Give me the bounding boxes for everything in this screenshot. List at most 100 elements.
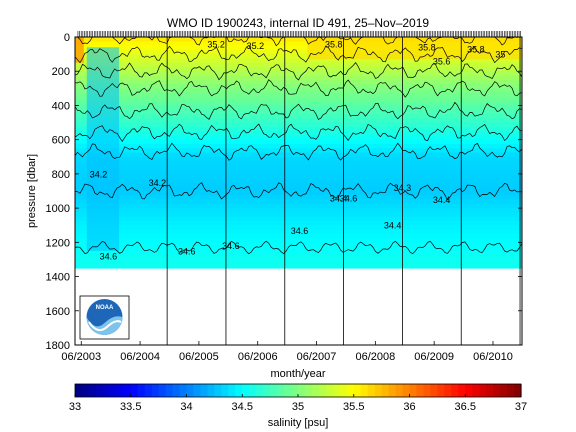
salinity-band — [75, 182, 522, 188]
profile-ticks — [77, 31, 521, 37]
y-tick-label: 400 — [52, 100, 70, 112]
colorbar-segment — [256, 384, 264, 397]
x-tick-label: 06/2008 — [355, 351, 395, 363]
x-tick-label: 06/2004 — [120, 351, 160, 363]
colorbar-tick-label: 34.5 — [232, 401, 253, 413]
contour-line — [75, 101, 522, 120]
contour-label: 35.8 — [325, 39, 343, 49]
salinity-band — [75, 148, 522, 154]
salinity-band — [75, 84, 522, 89]
salinity-field — [75, 37, 522, 269]
x-tick-label: 06/2007 — [297, 351, 337, 363]
colorbar-segment — [81, 384, 90, 397]
salinity-band — [75, 101, 522, 107]
salinity-band — [75, 62, 522, 68]
y-axis: 0 200 400 600 800 1000 1200 1400 1600 1800 — [46, 32, 522, 352]
salinity-band — [75, 229, 522, 235]
colorbar-segment — [249, 384, 257, 397]
colorbar-segment — [437, 384, 445, 397]
salinity-band — [75, 126, 522, 132]
salinity-band — [75, 242, 522, 248]
colorbar-segment — [514, 384, 522, 397]
salinity-band — [75, 225, 522, 231]
contour-line — [75, 182, 522, 201]
contour-label: 34.2 — [149, 178, 167, 188]
salinity-band — [75, 259, 522, 265]
y-tick-label: 1000 — [46, 203, 70, 215]
contour-labels: 34.234.234.634.634.634.634.434.434.634.3… — [90, 39, 506, 261]
salinity-band — [86, 47, 120, 251]
colorbar-segment — [277, 384, 285, 397]
colorbar-segment — [263, 384, 271, 397]
contour-line — [75, 142, 522, 161]
salinity-band — [75, 143, 522, 149]
x-tick-label: 06/2005 — [179, 351, 219, 363]
salinity-band — [75, 105, 522, 111]
colorbar-segment — [151, 384, 160, 397]
y-tick-label: 1600 — [46, 306, 70, 318]
contour-label: 35.2 — [247, 41, 265, 51]
salinity-band — [75, 88, 522, 94]
salinity-band — [75, 41, 522, 47]
x-axis: 06/2003 06/2004 06/2005 06/2006 06/2007 06/20… — [61, 341, 513, 363]
y-tick-label: 600 — [52, 135, 70, 147]
colorbar-segment — [479, 384, 487, 397]
salinity-band — [75, 178, 522, 184]
contour-label: 34.6 — [291, 226, 309, 236]
contour-label: 34.4 — [330, 193, 348, 203]
noaa-logo: NOAA — [79, 295, 130, 340]
contour-line — [75, 44, 522, 64]
contour-line — [75, 240, 522, 255]
colorbar-tick-label: 34 — [180, 401, 192, 413]
colorbar-segment — [137, 384, 146, 397]
colorbar-segment — [75, 384, 83, 397]
x-tick-label: 06/2006 — [238, 351, 278, 363]
salinity-band — [75, 161, 522, 166]
colorbar-segment — [500, 384, 508, 397]
colorbar-segment — [130, 384, 139, 397]
salinity-band — [75, 195, 522, 201]
salinity-band — [75, 208, 522, 213]
x-axis-label: month/year — [270, 368, 325, 380]
salinity-band — [75, 186, 522, 192]
salinity-band — [75, 71, 522, 77]
salinity-band — [75, 49, 522, 55]
salinity-band — [75, 191, 522, 196]
x-tick-label: 06/2003 — [61, 351, 101, 363]
salinity-band — [75, 37, 84, 63]
colorbar-segment — [381, 384, 390, 397]
salinity-band — [75, 238, 522, 243]
contour-label: 34.6 — [222, 241, 240, 251]
plot-frame — [74, 36, 523, 346]
contour-line — [75, 37, 522, 47]
colorbar-segment — [360, 384, 369, 397]
colorbar-segment — [298, 384, 306, 397]
colorbar-segment — [325, 384, 334, 397]
contour-label: 35.8 — [418, 43, 436, 53]
contour-label: 34.4 — [433, 195, 451, 205]
colorbar-segment — [193, 384, 202, 397]
salinity-band — [75, 54, 522, 59]
colorbar-segment — [451, 384, 459, 397]
contour-label: 35.2 — [207, 39, 225, 49]
salinity-band — [75, 139, 522, 145]
colorbar-segment — [116, 384, 125, 397]
colorbar-tick-label: 37 — [515, 401, 527, 413]
colorbar-segment — [388, 384, 397, 397]
salinity-band — [75, 75, 522, 81]
salinity-band — [75, 45, 522, 51]
colorbar-segment — [318, 384, 327, 397]
y-axis-label: pressure [dbar] — [26, 154, 38, 228]
salinity-band — [75, 118, 522, 124]
salinity-band — [75, 96, 522, 102]
salinity-band — [75, 212, 522, 218]
colorbar-segment — [284, 384, 292, 397]
contour-label: 34.4 — [384, 221, 402, 231]
contour-label: 34.6 — [340, 193, 358, 203]
colorbar-segment — [304, 384, 313, 397]
salinity-band — [75, 250, 522, 256]
colorbar-segment — [332, 384, 341, 397]
contour-line — [75, 62, 522, 81]
salinity-band — [75, 152, 522, 158]
colorbar-segment — [88, 384, 97, 397]
